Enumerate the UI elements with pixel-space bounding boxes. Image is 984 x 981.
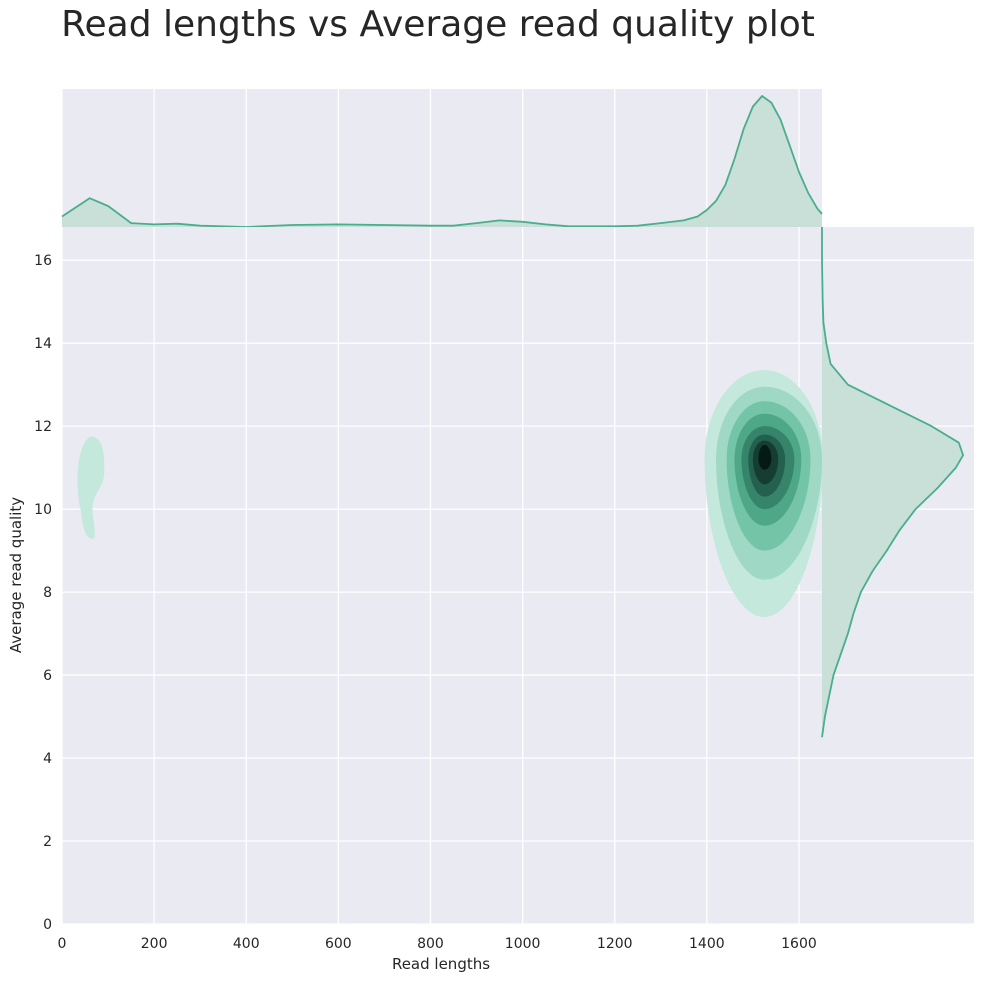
marginal-y-line bbox=[821, 227, 964, 738]
marginal-y-density bbox=[821, 227, 964, 738]
y-tick-label: 12 bbox=[34, 419, 52, 435]
y-tick-label: 0 bbox=[43, 917, 52, 933]
x-tick-label: 200 bbox=[141, 936, 168, 952]
y-tick-label: 6 bbox=[43, 668, 52, 684]
x-tick-labels: 0 200 400 600 800 1000 1200 1400 1600 bbox=[58, 936, 817, 952]
x-tick-label: 1400 bbox=[689, 936, 725, 952]
y-tick-label: 2 bbox=[43, 834, 52, 850]
x-tick-label: 1000 bbox=[505, 936, 541, 952]
y-tick-label: 16 bbox=[34, 253, 52, 269]
x-tick-label: 1200 bbox=[597, 936, 633, 952]
x-tick-label: 600 bbox=[325, 936, 352, 952]
x-tick-label: 0 bbox=[58, 936, 67, 952]
chart-title: Read lengths vs Average read quality plo… bbox=[61, 4, 815, 45]
marginal-x-line bbox=[61, 95, 823, 228]
joint-density-contours bbox=[77, 370, 823, 617]
y-tick-label: 14 bbox=[34, 336, 52, 352]
marginal-x-background bbox=[62, 89, 822, 227]
y-axis-label: Average read quality bbox=[7, 497, 25, 653]
marginal-x-fill bbox=[62, 96, 822, 227]
x-tick-label: 1600 bbox=[781, 936, 817, 952]
y-tick-label: 4 bbox=[43, 751, 52, 767]
x-tick-label: 800 bbox=[417, 936, 444, 952]
density-contour-level bbox=[758, 444, 772, 470]
x-axis-label: Read lengths bbox=[392, 955, 490, 973]
x-tick-label: 400 bbox=[233, 936, 260, 952]
y-tick-labels: 0 2 4 6 8 10 12 14 16 bbox=[34, 253, 52, 933]
marginal-x-grid bbox=[61, 89, 800, 227]
joint-background bbox=[62, 227, 822, 924]
density-contour-small-cluster bbox=[77, 436, 105, 539]
marginal-x-density bbox=[61, 95, 823, 228]
y-tick-label: 10 bbox=[34, 502, 52, 518]
marginal-y-fill bbox=[822, 227, 964, 738]
joint-grid bbox=[61, 227, 822, 925]
y-tick-label: 8 bbox=[43, 585, 52, 601]
